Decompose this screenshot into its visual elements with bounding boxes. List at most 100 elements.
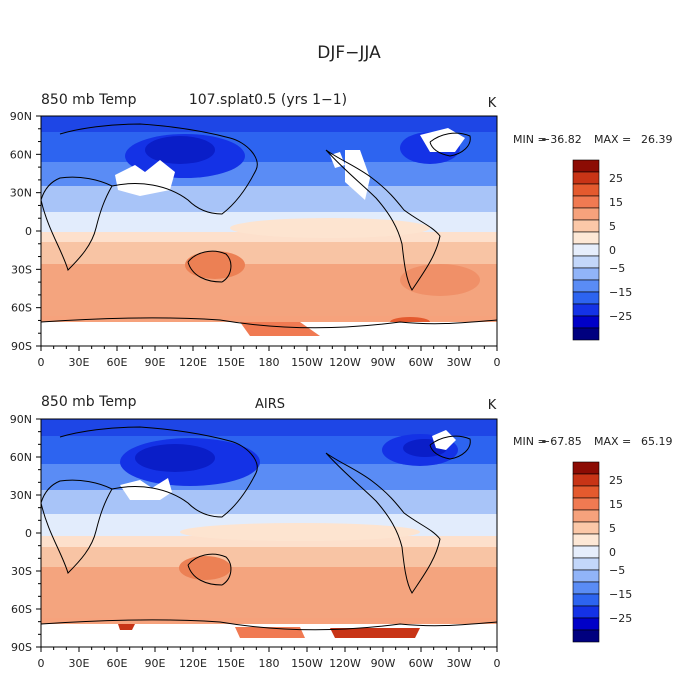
panel-center-title: AIRS xyxy=(255,397,285,412)
colorbar-tick-label: −25 xyxy=(609,612,632,625)
lat-tick-label: 90N xyxy=(10,110,32,123)
colorbar-segment xyxy=(572,291,600,305)
lon-tick-label: 30W xyxy=(447,356,472,369)
colorbar-tick-label: 25 xyxy=(609,474,623,487)
colorbar-segment xyxy=(572,581,600,595)
colorbar-tick-label: 25 xyxy=(609,172,623,185)
colorbar-segment xyxy=(572,521,600,535)
lon-tick-label: 180 xyxy=(259,657,280,670)
lat-tick-label: 0 xyxy=(25,225,32,238)
colorbar-tick-label: −5 xyxy=(609,262,625,275)
axis-labels: 90N 60N 30N 0 30S 60S 90S 0 30E 60E 90E 120E 150E 180… xyxy=(10,413,501,670)
lat-tick-label: 60S xyxy=(11,302,32,315)
colorbar-segment xyxy=(572,461,600,475)
colorbar-segment xyxy=(572,231,600,245)
lat-tick-label: 90N xyxy=(10,413,32,426)
lon-tick-label: 30W xyxy=(447,657,472,670)
lon-tick-label: 120W xyxy=(329,657,361,670)
colorbar-segment xyxy=(572,243,600,257)
colorbar-segment xyxy=(572,629,600,643)
lon-tick-label: 120E xyxy=(179,657,207,670)
lat-tick-label: 30N xyxy=(10,187,32,200)
colorbar-segment xyxy=(572,497,600,511)
lon-tick-label: 120W xyxy=(329,356,361,369)
panel-units: K xyxy=(488,398,497,413)
colorbar-segment xyxy=(572,509,600,523)
colorbar-segment xyxy=(572,183,600,197)
lon-tick-label: 30E xyxy=(69,356,90,369)
lat-tick-label: 30S xyxy=(11,565,32,578)
colorbar-segment xyxy=(572,171,600,185)
stat-max-value: 65.19 xyxy=(641,435,673,448)
lon-tick-label: 90E xyxy=(145,657,166,670)
coastlines xyxy=(41,123,497,329)
axis-ticks xyxy=(36,115,498,351)
stat-max-label: MAX = xyxy=(594,435,631,448)
axis-labels: 90N 60N 30N 0 30S 60S 90S 0 30E 60E 90E 120E 150E 180… xyxy=(10,110,501,369)
lon-tick-label: 120E xyxy=(179,356,207,369)
colorbar-segment xyxy=(572,605,600,619)
stat-min-label: MIN = xyxy=(513,133,547,146)
colorbar-segment xyxy=(572,473,600,487)
lon-tick-label: 90W xyxy=(371,657,396,670)
colorbar-segment xyxy=(572,159,600,173)
lon-tick-label: 0 xyxy=(494,657,501,670)
map-panel-model: 850 mb Temp 107.splat0.5 (yrs 1−1) K xyxy=(10,92,673,369)
lon-tick-label: 150E xyxy=(217,657,245,670)
lon-tick-label: 30E xyxy=(69,657,90,670)
colorbar-segment xyxy=(572,303,600,317)
lat-tick-label: 30S xyxy=(11,263,32,276)
lat-tick-label: 0 xyxy=(25,527,32,540)
lat-tick-label: 60N xyxy=(10,451,32,464)
colorbar-segment xyxy=(572,545,600,559)
colorbar-tick-label: 5 xyxy=(609,522,616,535)
colorbar-segment xyxy=(572,593,600,607)
temperature-field xyxy=(41,419,497,647)
stat-min-value: −67.85 xyxy=(541,435,582,448)
lon-tick-label: 0 xyxy=(38,657,45,670)
colorbar-tick-label: 15 xyxy=(609,498,623,511)
temperature-field xyxy=(41,116,497,346)
lat-tick-label: 90S xyxy=(11,340,32,353)
colorbar-segment xyxy=(572,219,600,233)
stat-min-value: −36.82 xyxy=(541,133,582,146)
lon-tick-label: 150W xyxy=(291,356,323,369)
colorbar-segment xyxy=(572,569,600,583)
lon-tick-label: 0 xyxy=(38,356,45,369)
colorbar-segment xyxy=(572,195,600,209)
stat-min-label: MIN = xyxy=(513,435,547,448)
colorbar-segment xyxy=(572,533,600,547)
lon-tick-label: 150E xyxy=(217,356,245,369)
colorbar-segment xyxy=(572,279,600,293)
colorbar-segment xyxy=(572,267,600,281)
lon-tick-label: 60E xyxy=(107,356,128,369)
colorbar-tick-label: 15 xyxy=(609,196,623,209)
colorbar-tick-label: −15 xyxy=(609,588,632,601)
stat-max-value: 26.39 xyxy=(641,133,673,146)
panel-left-title: 850 mb Temp xyxy=(41,394,137,410)
colorbar-tick-label: −25 xyxy=(609,310,632,323)
panel-center-title: 107.splat0.5 (yrs 1−1) xyxy=(189,92,347,108)
lat-tick-label: 90S xyxy=(11,641,32,654)
colorbar: 25 15 5 0 −5 −15 −25 xyxy=(572,159,632,341)
map-panel-obs: 850 mb Temp AIRS K xyxy=(10,394,673,670)
lon-tick-label: 0 xyxy=(494,356,501,369)
lat-tick-label: 60S xyxy=(11,603,32,616)
colorbar-segment xyxy=(572,485,600,499)
panel-units: K xyxy=(488,96,497,111)
lat-tick-label: 30N xyxy=(10,489,32,502)
colorbar-segment xyxy=(572,327,600,341)
colorbar-segment xyxy=(572,255,600,269)
colorbar-segment xyxy=(572,207,600,221)
lat-tick-label: 60N xyxy=(10,148,32,161)
panel-left-title: 850 mb Temp xyxy=(41,92,137,108)
lon-tick-label: 90E xyxy=(145,356,166,369)
colorbar-segment xyxy=(572,315,600,329)
axis-ticks xyxy=(36,418,498,652)
colorbar-segment xyxy=(572,557,600,571)
colorbar-tick-label: 5 xyxy=(609,220,616,233)
lon-tick-label: 60W xyxy=(409,657,434,670)
colorbar-tick-label: 0 xyxy=(609,546,616,559)
figure-title: DJF−JJA xyxy=(317,43,381,63)
lon-tick-label: 150W xyxy=(291,657,323,670)
